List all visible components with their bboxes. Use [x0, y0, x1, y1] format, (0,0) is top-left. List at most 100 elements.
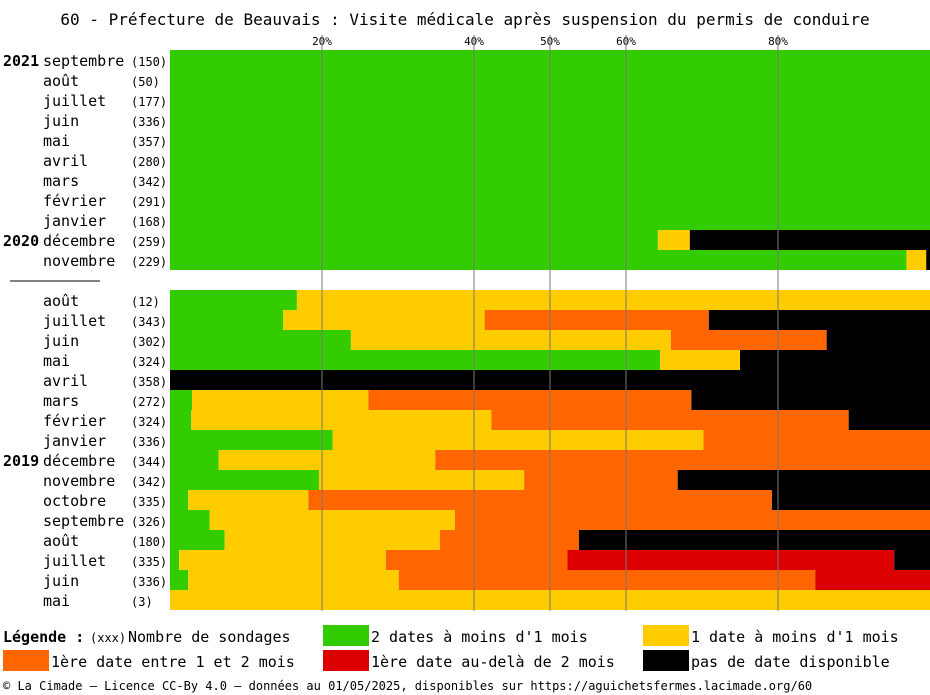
bar-segment-first_1_2 [484, 310, 709, 330]
bar-segment-one_date [296, 290, 930, 310]
month-label: décembre [43, 452, 115, 470]
bar-segment-first_1_2 [703, 430, 930, 450]
year-label: 2021 [3, 52, 39, 70]
legend-label-first_over_2: 1ère date au-delà de 2 mois [371, 653, 615, 671]
count-label: (343) [131, 315, 167, 329]
year-label: 2020 [3, 232, 39, 250]
count-label: (259) [131, 235, 167, 249]
bar-segment-one_date [188, 490, 309, 510]
month-label: mai [43, 352, 70, 370]
row-labels: 2021 septembre (150)août (50)juillet (177)ju… [3, 52, 167, 610]
month-label: décembre [43, 232, 115, 250]
bar-segment-one_date [660, 350, 740, 370]
bar-segment-none [848, 410, 930, 430]
month-label: octobre [43, 492, 106, 510]
month-label: juin [43, 332, 79, 350]
count-label: (280) [131, 155, 167, 169]
bar-segment-two_dates [170, 490, 189, 510]
bar-segment-two_dates [170, 550, 180, 570]
bar-segment-one_date [906, 250, 927, 270]
month-label: juillet [43, 312, 106, 330]
bar-segment-two_dates [170, 510, 210, 530]
bar-segment-two_dates [170, 450, 219, 470]
month-label: avril [43, 152, 88, 170]
bar-segment-none [708, 310, 930, 330]
bar-segment-two_dates [170, 310, 284, 330]
count-label: (180) [131, 535, 167, 549]
count-label: (291) [131, 195, 167, 209]
bar-segment-first_over_2 [567, 550, 895, 570]
bar-segment-two_dates [170, 330, 351, 350]
bar-segment-first_over_2 [815, 570, 930, 590]
month-label: mars [43, 172, 79, 190]
month-label: mai [43, 132, 70, 150]
bar-segment-one_date [188, 570, 399, 590]
count-label: (50) [131, 75, 160, 89]
legend-swatch-none [643, 650, 689, 671]
month-label: avril [43, 372, 88, 390]
count-label: (336) [131, 575, 167, 589]
bar-segment-none [826, 330, 930, 350]
bar-segment-none [926, 250, 930, 270]
bar-segment-one_date [657, 230, 690, 250]
bar-segment-none [689, 230, 930, 250]
bar-segment-two_dates [170, 230, 658, 250]
bar-segment-two_dates [170, 470, 319, 490]
bar-segment-none [691, 390, 930, 410]
count-label: (150) [131, 55, 167, 69]
month-label: septembre [43, 512, 124, 530]
bar-segment-first_1_2 [491, 410, 849, 430]
bar-segment-two_dates [170, 350, 661, 370]
bar-segment-one_date [218, 450, 436, 470]
count-label: (358) [131, 375, 167, 389]
count-label: (335) [131, 495, 167, 509]
bar-segment-first_1_2 [439, 530, 579, 550]
month-label: août [43, 292, 79, 310]
month-label: novembre [43, 472, 115, 490]
legend-swatch-two_dates [323, 625, 369, 646]
count-label: (229) [131, 255, 167, 269]
legend-count-label: Nombre de sondages [128, 628, 291, 646]
month-label: juillet [43, 92, 106, 110]
month-label: janvier [43, 432, 106, 450]
month-label: mars [43, 392, 79, 410]
bar-segment-first_1_2 [524, 470, 678, 490]
count-label: (335) [131, 555, 167, 569]
count-label: (357) [131, 135, 167, 149]
count-label: (336) [131, 435, 167, 449]
bar-segment-none [677, 470, 930, 490]
bar-segment-two_dates [170, 250, 907, 270]
bar-segment-none [894, 550, 930, 570]
count-label: (324) [131, 415, 167, 429]
bar-segment-two_dates [170, 530, 225, 550]
bar-segment-two_dates [170, 290, 297, 310]
count-label: (324) [131, 355, 167, 369]
bar-segment-one_date [332, 430, 704, 450]
legend-label-first_1_2: 1ère date entre 1 et 2 mois [51, 653, 295, 671]
bar-segment-one_date [318, 470, 525, 490]
bar-segment-one_date [191, 410, 492, 430]
count-label: (342) [131, 175, 167, 189]
count-label: (168) [131, 215, 167, 229]
legend-label-two_dates: 2 dates à moins d'1 mois [371, 628, 588, 646]
count-label: (3) [131, 595, 153, 609]
count-label: (177) [131, 95, 167, 109]
month-label: août [43, 532, 79, 550]
bar-segment-two_dates [170, 570, 189, 590]
bar-segment-first_1_2 [398, 570, 816, 590]
bar-segment-one_date [192, 390, 369, 410]
count-label: (12) [131, 295, 160, 309]
legend-swatch-one_date [643, 625, 689, 646]
footer-credit: © La Cimade — Licence CC-By 4.0 — donnée… [3, 679, 812, 693]
count-label: (344) [131, 455, 167, 469]
count-label: (336) [131, 115, 167, 129]
bar-segment-first_1_2 [435, 450, 930, 470]
month-label: septembre [43, 52, 124, 70]
count-label: (272) [131, 395, 167, 409]
gridlines [321, 35, 779, 611]
bar-segment-two_dates [170, 390, 193, 410]
bar-segment-none [578, 530, 930, 550]
month-label: août [43, 72, 79, 90]
legend-count-note: (xxx) [90, 631, 126, 645]
month-label: novembre [43, 252, 115, 270]
